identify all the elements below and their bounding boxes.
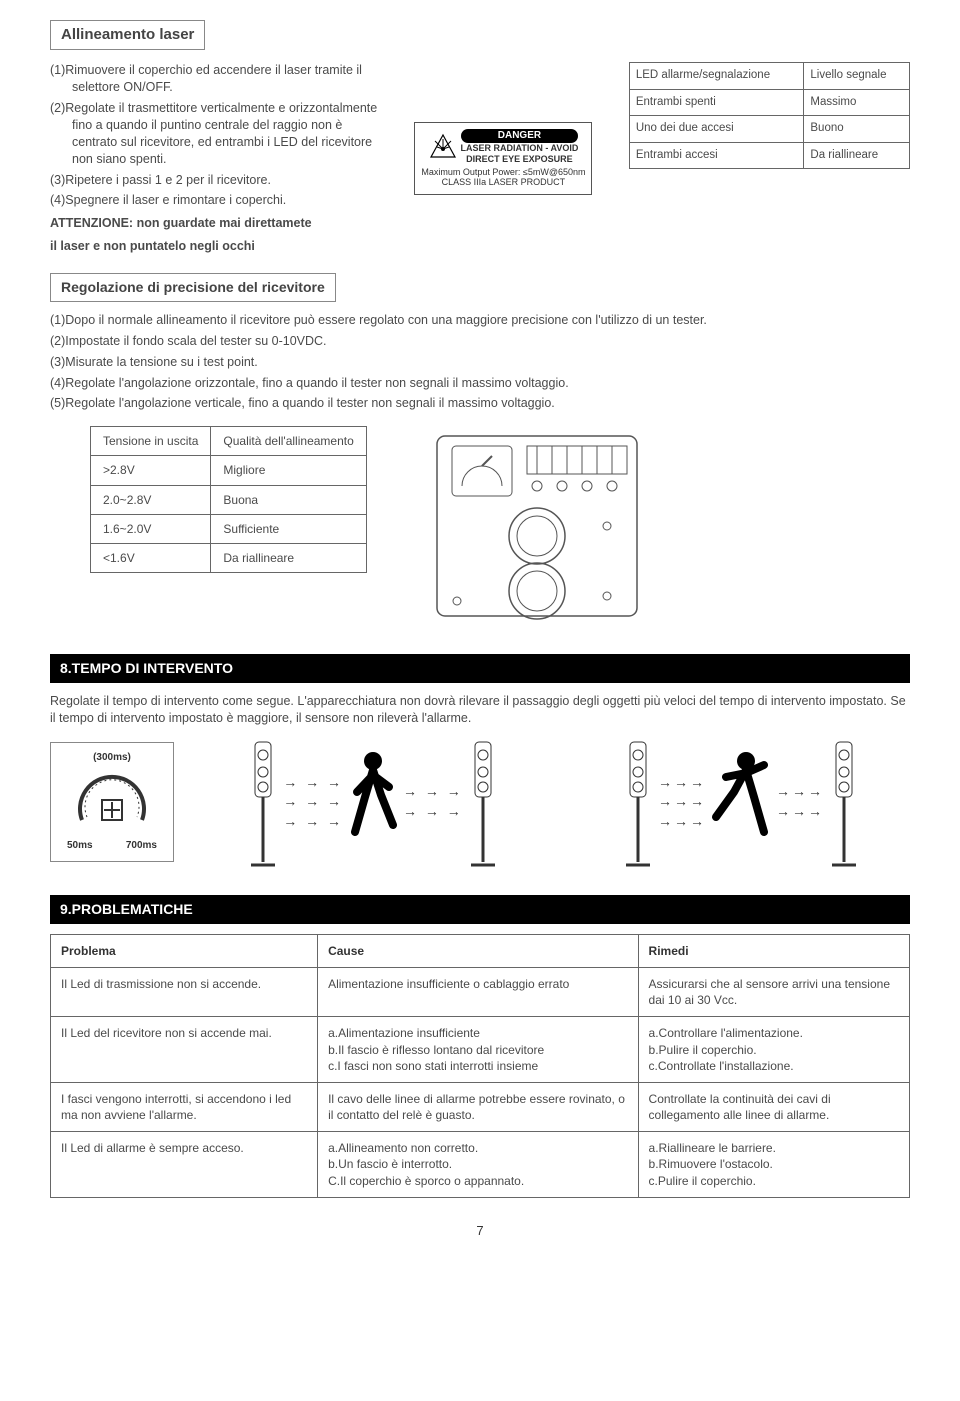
warning-line2: il laser e non puntatelo negli occhi: [50, 238, 378, 255]
page-number: 7: [50, 1222, 910, 1240]
prob-r0-r: Assicurarsi che al sensore arrivi una te…: [638, 967, 909, 1016]
led-r3c2: Da riallineare: [804, 142, 910, 169]
led-r3c1: Entrambi accesi: [629, 142, 804, 169]
v-r2c1: Sufficiente: [211, 514, 366, 543]
v-h2: Qualità dell'allineamento: [211, 427, 366, 456]
dial-icon: [67, 765, 157, 835]
running-person-icon: [706, 747, 776, 857]
subtitle-box: Regolazione di precisione del ricevitore: [50, 273, 336, 302]
prob-r2-p: I fasci vengono interrotti, si accendono…: [51, 1082, 318, 1131]
led-table: LED allarme/segnalazione Livello segnale…: [629, 62, 910, 169]
v-r1c0: 2.0~2.8V: [91, 485, 211, 514]
prob-r3-r: a.Riallineare le barriere. b.Rimuovere l…: [638, 1132, 909, 1198]
danger-l4: CLASS IIIa LASER PRODUCT: [421, 177, 585, 188]
prob-th2: Cause: [318, 934, 638, 967]
arrows-3: →→→→→→→→→: [658, 773, 706, 832]
prob-r3-c: a.Allineamento non corretto. b.Un fascio…: [318, 1132, 638, 1198]
step-4: (4)Spegnere il laser e rimontare i coper…: [50, 192, 378, 209]
v-r0c1: Migliore: [211, 456, 366, 485]
p-step-4: (4)Regolate l'angolazione orizzontale, f…: [50, 375, 910, 392]
danger-l3: Maximum Output Power: ≤5mW@650nm: [421, 167, 585, 178]
p-step-5: (5)Regolate l'angolazione verticale, fin…: [50, 395, 910, 412]
led-table-wrap: LED allarme/segnalazione Livello segnale…: [629, 62, 910, 255]
v-r3c0: <1.6V: [91, 544, 211, 573]
led-r1c1: Entrambi spenti: [629, 89, 804, 116]
precision-steps: (1)Dopo il normale allineamento il ricev…: [50, 312, 910, 412]
prob-r3-p: Il Led di allarme è sempre acceso.: [51, 1132, 318, 1198]
v-r3c1: Da riallineare: [211, 544, 366, 573]
sensor-post-icon: [618, 737, 658, 867]
prob-r2-c: Il cavo delle linee di allarme potrebbe …: [318, 1082, 638, 1131]
run-illustration: →→→→→→→→→ →→→→→→: [572, 737, 910, 867]
p-step-2: (2)Impostate il fondo scala del tester s…: [50, 333, 910, 350]
dial-left: 50ms: [67, 839, 93, 853]
title-box: Allineamento laser: [50, 20, 205, 50]
sensor-post-icon: [463, 737, 503, 867]
prob-r1-c: a.Alimentazione insufficiente b.Il fasci…: [318, 1017, 638, 1083]
led-h1: LED allarme/segnalazione: [629, 63, 804, 90]
danger-l2: DIRECT EYE EXPOSURE: [461, 154, 579, 165]
dial-top: (300ms): [67, 751, 157, 765]
walk-illustration: → → →→ → →→ → → → → →→ → →: [204, 737, 542, 867]
receiver-diagram-icon: [407, 426, 667, 626]
v-r1c1: Buona: [211, 485, 366, 514]
voltage-table: Tensione in uscita Qualità dell'allineam…: [90, 426, 367, 573]
prob-r2-r: Controllate la continuità dei cavi di co…: [638, 1082, 909, 1131]
section9-header: 9.PROBLEMATICHE: [50, 895, 910, 924]
p-step-3: (3)Misurate la tensione su i test point.: [50, 354, 910, 371]
laser-warning-icon: [429, 133, 457, 161]
led-r2c2: Buono: [804, 116, 910, 143]
step-1: (1)Rimuovere il coperchio ed accendere i…: [50, 62, 378, 96]
prob-th3: Rimedi: [638, 934, 909, 967]
warning-line1: ATTENZIONE: non guardate mai direttamete: [50, 215, 378, 232]
prob-th1: Problema: [51, 934, 318, 967]
intervento-row: (300ms) 50ms 700ms → → →→ → →→ → → → → →…: [50, 737, 910, 867]
step-3: (3)Ripetere i passi 1 e 2 per il ricevit…: [50, 172, 378, 189]
step-2: (2)Regolate il trasmettitore verticalmen…: [50, 100, 378, 168]
voltage-row: Tensione in uscita Qualità dell'allineam…: [90, 426, 910, 626]
top-section: (1)Rimuovere il coperchio ed accendere i…: [50, 62, 910, 255]
prob-r1-r: a.Controllare l'alimentazione. b.Pulire …: [638, 1017, 909, 1083]
sensor-post-icon: [243, 737, 283, 867]
led-r1c2: Massimo: [804, 89, 910, 116]
problem-table: Problema Cause Rimedi Il Led di trasmiss…: [50, 934, 910, 1198]
arrows-2: → → →→ → →: [403, 782, 463, 821]
prob-r0-p: Il Led di trasmissione non si accende.: [51, 967, 318, 1016]
v-h1: Tensione in uscita: [91, 427, 211, 456]
led-h2: Livello segnale: [804, 63, 910, 90]
v-r0c0: >2.8V: [91, 456, 211, 485]
prob-r1-p: Il Led del ricevitore non si accende mai…: [51, 1017, 318, 1083]
danger-badge: DANGER: [461, 129, 579, 143]
danger-l1: LASER RADIATION - AVOID: [461, 143, 579, 154]
prob-r0-c: Alimentazione insufficiente o cablaggio …: [318, 967, 638, 1016]
arrows-4: →→→→→→: [776, 782, 824, 821]
dial-right: 700ms: [126, 839, 157, 853]
arrows-1: → → →→ → →→ → →: [283, 773, 343, 832]
v-r2c0: 1.6~2.0V: [91, 514, 211, 543]
danger-label: DANGER LASER RADIATION - AVOID DIRECT EY…: [398, 62, 609, 255]
led-r2c1: Uno dei due accesi: [629, 116, 804, 143]
walking-person-icon: [343, 747, 403, 857]
p-step-1: (1)Dopo il normale allineamento il ricev…: [50, 312, 910, 329]
steps-column: (1)Rimuovere il coperchio ed accendere i…: [50, 62, 378, 255]
dial-box: (300ms) 50ms 700ms: [50, 742, 174, 862]
sensor-post-icon: [824, 737, 864, 867]
section8-header: 8.TEMPO DI INTERVENTO: [50, 654, 910, 683]
section8-text: Regolate il tempo di intervento come seg…: [50, 693, 910, 727]
